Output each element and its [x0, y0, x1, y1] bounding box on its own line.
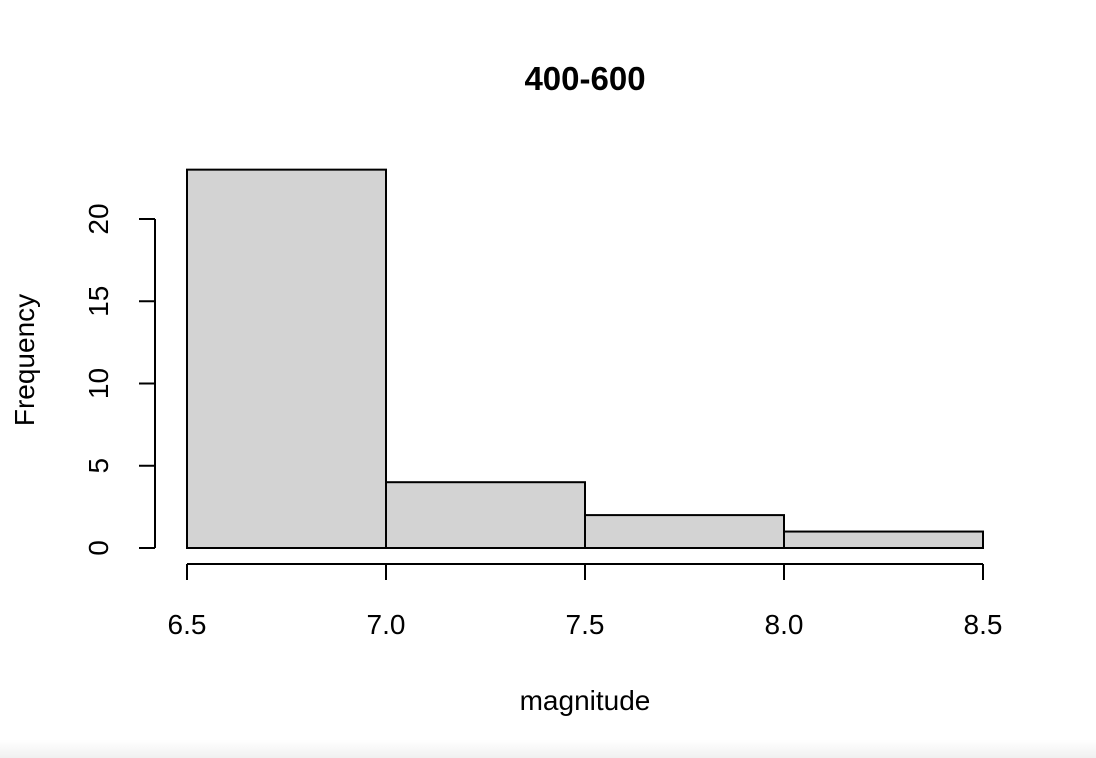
- x-axis-label: magnitude: [520, 685, 651, 716]
- x-axis: 6.5 7.0 7.5 8.0 8.5: [168, 563, 1003, 640]
- histogram-bar-3: [783, 530, 984, 549]
- window-bottom-edge: [0, 740, 1096, 758]
- x-tick-label: 7.0: [367, 609, 406, 640]
- x-tick-label: 7.5: [566, 609, 605, 640]
- y-tick-label: 10: [83, 368, 114, 399]
- chart-title: 400-600: [524, 60, 645, 97]
- x-tick-label: 6.5: [168, 609, 207, 640]
- x-tick-label: 8.5: [964, 609, 1003, 640]
- y-axis: 0 5 10 15 20: [83, 203, 156, 556]
- y-tick-label: 15: [83, 286, 114, 317]
- y-tick-label: 0: [83, 540, 114, 556]
- histogram-bar-1: [385, 481, 586, 550]
- y-tick-label: 20: [83, 203, 114, 234]
- x-tick-label: 8.0: [765, 609, 804, 640]
- histogram-bars: [186, 168, 984, 550]
- y-tick-label: 5: [83, 458, 114, 474]
- histogram-bar-0: [186, 168, 387, 549]
- histogram-bar-2: [584, 514, 785, 549]
- y-axis-label: Frequency: [9, 294, 40, 426]
